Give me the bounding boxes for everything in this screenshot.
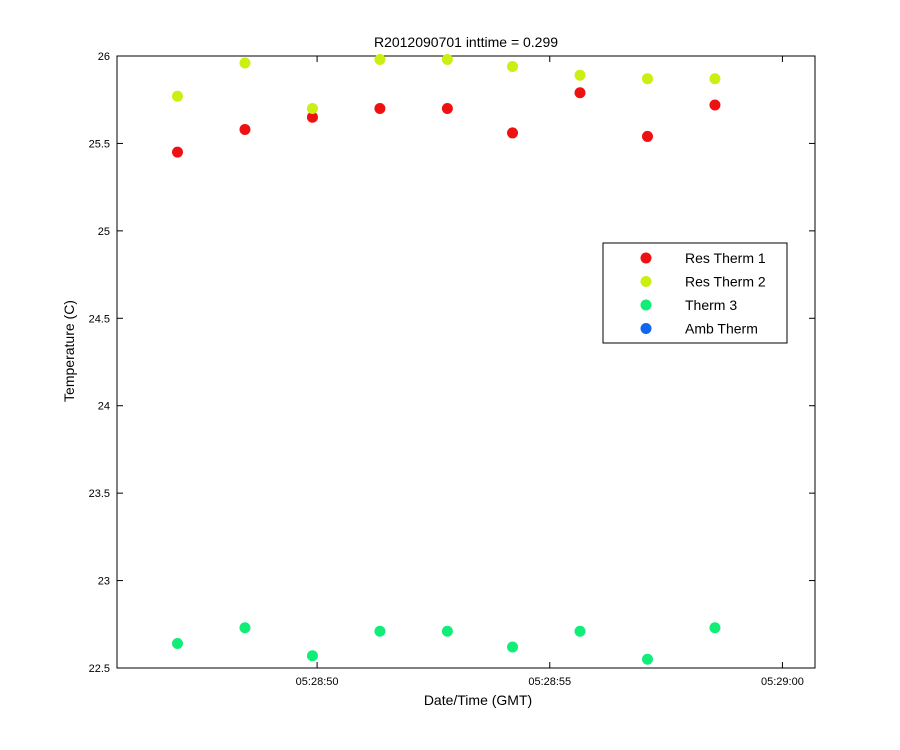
point-res-therm-2 <box>709 73 721 85</box>
data-points <box>171 53 721 665</box>
point-res-therm-2 <box>171 90 183 102</box>
legend-marker <box>640 252 652 264</box>
point-therm-3 <box>374 625 386 637</box>
point-res-therm-2 <box>574 69 586 81</box>
legend: Res Therm 1 Res Therm 2 Therm 3 Amb Therm <box>602 242 788 344</box>
y-tick-label: 23 <box>98 576 110 588</box>
point-therm-3 <box>171 638 183 650</box>
point-therm-3 <box>507 641 519 653</box>
point-therm-3 <box>441 625 453 637</box>
y-tick-label: 22.5 <box>89 663 110 675</box>
point-res-therm-1 <box>441 102 453 114</box>
point-res-therm-1 <box>171 146 183 158</box>
point-res-therm-2 <box>239 57 251 69</box>
point-therm-3 <box>306 650 318 662</box>
point-res-therm-1 <box>239 123 251 135</box>
y-tick-label: 23.5 <box>89 488 110 500</box>
y-tick-label: 24 <box>98 401 110 413</box>
point-res-therm-2 <box>641 73 653 85</box>
legend-label: Res Therm 2 <box>685 274 766 290</box>
legend-marker <box>640 299 652 311</box>
y-tick-label: 25.5 <box>89 138 110 150</box>
point-therm-3 <box>239 622 251 634</box>
point-res-therm-1 <box>641 130 653 142</box>
legend-marker <box>640 276 652 287</box>
point-res-therm-1 <box>574 87 586 99</box>
x-tick-label: 05:28:50 <box>296 676 339 688</box>
point-res-therm-1 <box>507 127 519 139</box>
x-axis-label: Date/Time (GMT) <box>424 692 532 708</box>
y-tick-label: 26 <box>98 51 110 63</box>
plot-area <box>116 55 816 669</box>
legend-marker <box>640 323 652 334</box>
point-therm-3 <box>574 625 586 637</box>
legend-label: Amb Therm <box>685 321 758 337</box>
legend-label: Therm 3 <box>685 297 737 313</box>
y-tick-label: 24.5 <box>89 313 110 325</box>
point-res-therm-2 <box>306 102 318 114</box>
y-tick-label: 25 <box>98 226 110 238</box>
legend-label: Res Therm 1 <box>685 250 766 266</box>
x-axis: 05:28:50 05:28:55 05:29:00 <box>296 56 804 688</box>
chart-title: R2012090701 inttime = 0.299 <box>374 34 558 50</box>
point-res-therm-2 <box>374 53 386 65</box>
y-axis: 22.5 23 23.5 24 24.5 25 25.5 26 <box>89 51 815 675</box>
legend-box <box>602 242 788 344</box>
point-res-therm-1 <box>709 99 721 111</box>
x-tick-label: 05:29:00 <box>761 676 804 688</box>
point-res-therm-1 <box>374 102 386 114</box>
point-res-therm-2 <box>507 60 519 72</box>
y-axis-label: Temperature (C) <box>61 300 77 402</box>
point-res-therm-1 <box>306 111 318 123</box>
x-tick-label: 05:28:55 <box>528 676 571 688</box>
point-therm-3 <box>709 622 721 634</box>
point-res-therm-2 <box>441 53 453 65</box>
point-therm-3 <box>641 653 653 665</box>
